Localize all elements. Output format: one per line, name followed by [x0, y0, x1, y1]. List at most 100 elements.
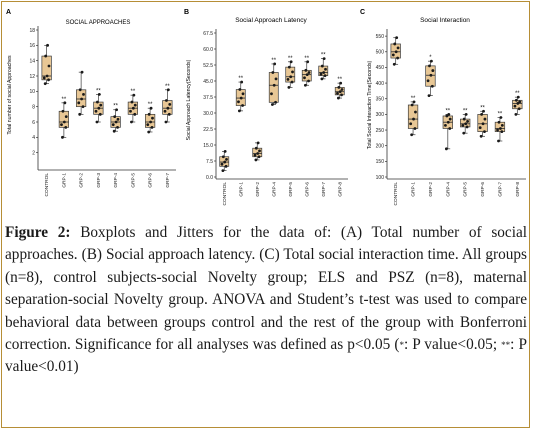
- x-tick-label: GRP-2: [255, 182, 261, 197]
- jitter-point: [396, 56, 399, 60]
- y-tick-label: 37.5: [203, 95, 213, 101]
- jitter-point: [464, 112, 468, 116]
- jitter-point: [44, 54, 48, 58]
- chart-title: Social Approach Latency: [235, 17, 307, 24]
- jitter-point: [340, 93, 343, 97]
- jitter-point: [224, 164, 228, 168]
- significance-mark: **: [131, 89, 136, 95]
- jitter-point: [514, 98, 518, 102]
- jitter-point: [64, 125, 68, 129]
- jitter-point: [97, 106, 101, 110]
- jitter-point: [303, 83, 307, 87]
- x-tick-label: GRP-6: [480, 182, 486, 197]
- y-tick-label: 200: [376, 143, 385, 149]
- jitter-point: [258, 149, 261, 153]
- y-tick-label: 4: [32, 135, 35, 141]
- jitter-point: [394, 50, 398, 54]
- panel-letter: A: [6, 9, 11, 16]
- box: [268, 72, 279, 103]
- box: [407, 104, 419, 129]
- jitter-point: [516, 95, 520, 99]
- jitter-point: [448, 117, 452, 121]
- x-tick-label: GRP-8: [515, 182, 521, 197]
- chart-title: SOCIAL APPROACHES: [66, 20, 131, 26]
- jitter-point: [391, 53, 395, 57]
- jitter-point: [320, 64, 324, 68]
- jitter-point: [429, 73, 433, 77]
- jitter-point: [113, 115, 117, 119]
- y-tick-label: 52.5: [203, 63, 213, 69]
- jitter-point: [466, 120, 469, 123]
- jitter-point: [167, 112, 171, 116]
- jitter-point: [448, 127, 452, 130]
- x-tick-label: GRP-4: [445, 182, 451, 197]
- jitter-point: [412, 100, 416, 104]
- panel-c: C Social Interaction Total Social Intera…: [360, 9, 526, 205]
- jitter-point: [461, 123, 465, 127]
- x-tick-label: GRP-5: [130, 173, 136, 188]
- x-tick-label: GRP-6: [304, 182, 310, 197]
- jitter-point: [323, 74, 327, 78]
- jitter-point: [289, 75, 293, 79]
- jitter-point: [149, 106, 153, 110]
- jitter-point: [410, 103, 414, 107]
- y-tick-label: 0.0: [206, 175, 213, 181]
- y-tick-label: 22.5: [203, 127, 213, 133]
- jitter-point: [444, 123, 447, 127]
- jitter-point: [497, 139, 500, 143]
- x-tick-label: GRP-1: [411, 182, 417, 197]
- jitter-point: [64, 115, 68, 119]
- y-tick-label: 400: [376, 81, 385, 87]
- jitter-point: [270, 103, 274, 106]
- jitter-point: [319, 72, 323, 76]
- jitter-point: [516, 102, 520, 105]
- y-tick-label: 450: [376, 65, 385, 71]
- jitter-point: [479, 134, 483, 138]
- jitter-point: [499, 127, 502, 130]
- y-tick-label: 10: [29, 89, 35, 95]
- jitter-point: [496, 128, 499, 132]
- jitter-point: [324, 67, 327, 71]
- jitter-point: [45, 74, 49, 78]
- jitter-point: [338, 90, 342, 94]
- significance-mark: **: [337, 77, 342, 83]
- caption-text: : P value<0.01): [5, 336, 528, 376]
- jitter-point: [241, 104, 244, 107]
- jitter-point: [77, 101, 81, 105]
- y-tick-label: 67.5: [203, 31, 213, 37]
- jitter-point: [272, 83, 276, 87]
- caption-label: Figure 2:: [5, 224, 71, 241]
- x-tick-label: GRP-8: [337, 182, 343, 197]
- jitter-point: [271, 71, 275, 74]
- jitter-point: [221, 169, 225, 173]
- y-tick-label: 14: [29, 58, 35, 64]
- jitter-point: [130, 100, 134, 104]
- x-tick-label: CONTROL: [44, 173, 50, 197]
- jitter-point: [111, 123, 115, 127]
- jitter-point: [238, 88, 242, 91]
- y-tick-label: 350: [376, 97, 385, 103]
- jitter-point: [304, 68, 308, 72]
- x-tick-label: GRP-5: [463, 182, 469, 197]
- jitter-point: [395, 36, 399, 40]
- jitter-point: [306, 60, 310, 64]
- y-axis-label: Social Approach Latency(Seconds): [186, 59, 192, 140]
- jitter-point: [322, 57, 326, 60]
- chart-title: Social Interaction: [420, 17, 470, 24]
- significance-mark: **: [113, 104, 118, 110]
- x-tick-label: GRP-7: [321, 182, 327, 197]
- jitter-point: [410, 133, 414, 137]
- jitter-point: [414, 110, 417, 114]
- jitter-point: [97, 93, 101, 96]
- x-tick-label: GRP-2: [428, 182, 434, 197]
- x-tick-label: CONTROL: [222, 182, 228, 206]
- figure-caption: Figure 2: Boxplots and Jitters for the d…: [5, 222, 527, 379]
- y-tick-label: 45.0: [203, 79, 213, 85]
- jitter-point: [256, 141, 260, 145]
- jitter-point: [428, 64, 431, 68]
- jitter-point: [464, 122, 468, 126]
- caption-sup-single: *: [399, 340, 404, 351]
- jitter-point: [340, 88, 344, 91]
- jitter-point: [63, 101, 67, 105]
